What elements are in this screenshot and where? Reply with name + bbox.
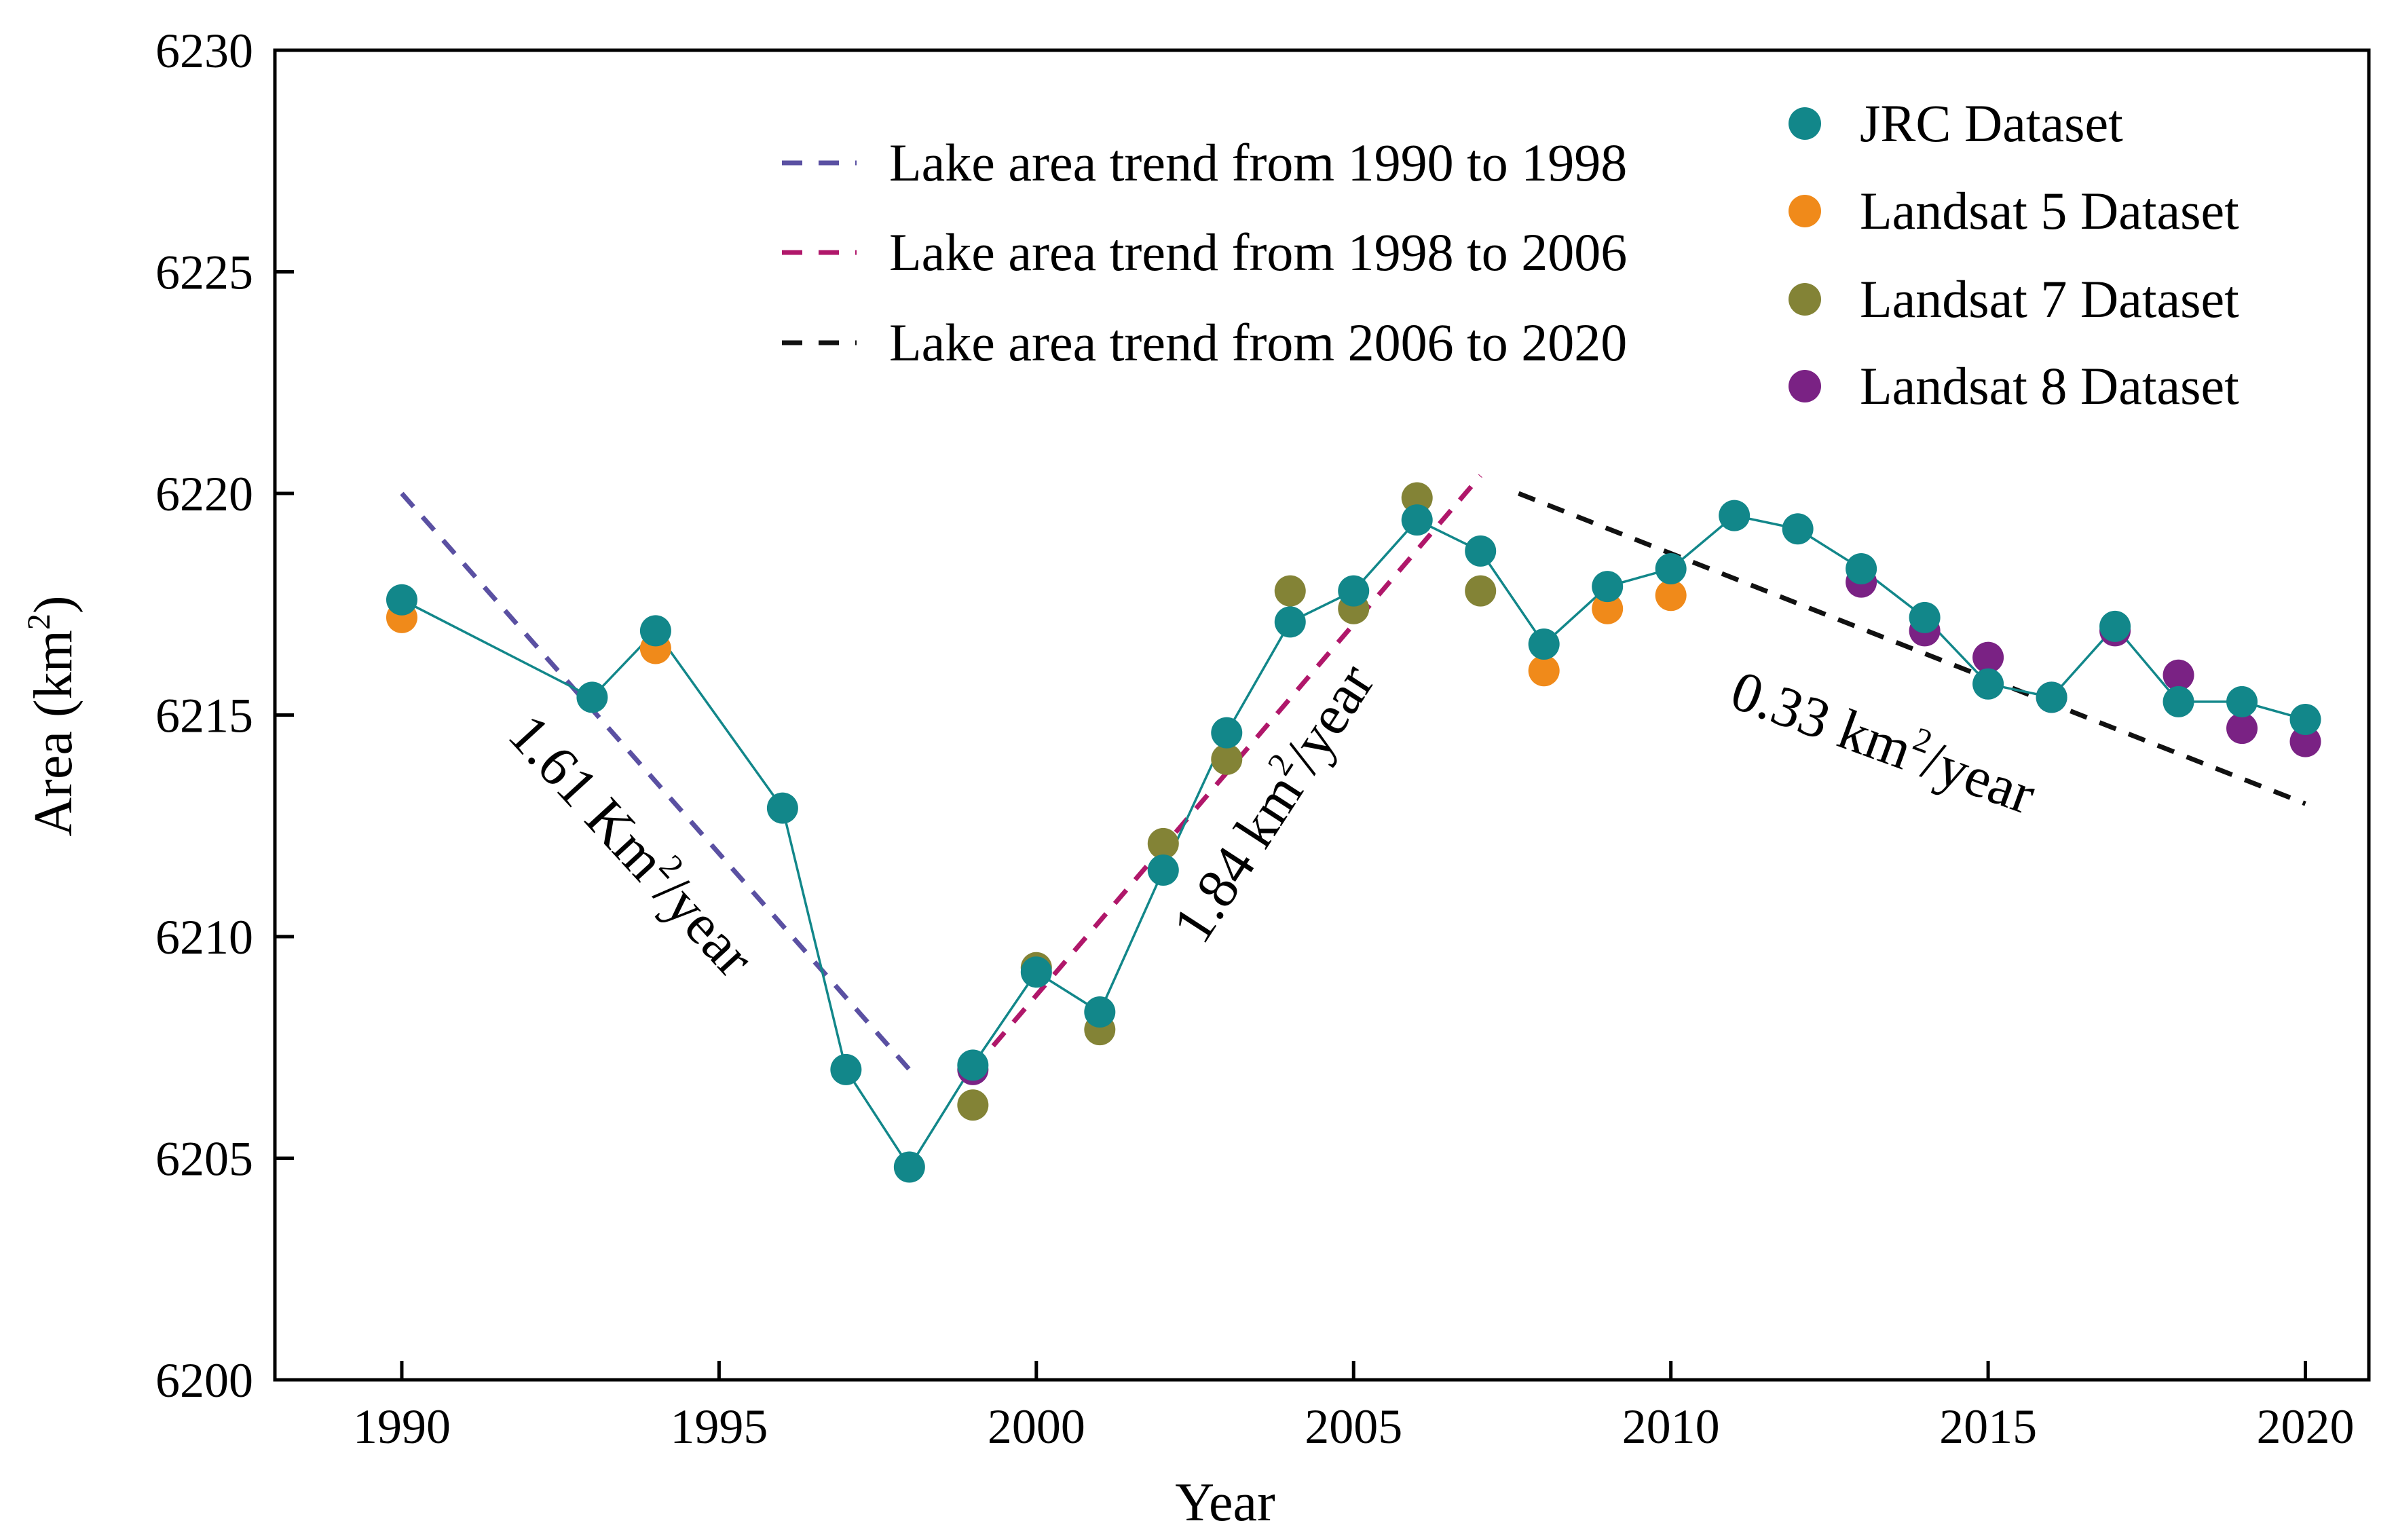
legend-datasets: JRC Dataset Landsat 5 Dataset Landsat 7 … [1789,94,2239,415]
jrc-dataset-point-2013 [1846,553,1877,585]
y-tick-label-6215: 6215 [155,689,253,743]
jrc-dataset-point-2011 [1719,500,1751,531]
legend-landsat7-label: Landsat 7 Dataset [1860,269,2239,328]
landsat-8-dataset-point-2020 [2289,726,2321,757]
jrc-dataset-point-1990 [386,584,417,616]
landsat-7-dataset-point-2003 [1211,743,1243,775]
jrc-dataset-point-1994 [639,615,671,647]
jrc-dataset-line [401,514,2306,1169]
landsat-7-dataset-point-2002 [1147,827,1179,859]
jrc-dataset-point-2000 [1020,956,1052,988]
legend-landsat8-label: Landsat 8 Dataset [1860,356,2239,415]
x-tick-label-2015: 2015 [1939,1400,2037,1454]
jrc-dataset-point-1996 [766,792,798,824]
legend-jrc-label: JRC Dataset [1860,94,2123,153]
landsat-8-dataset-point-2019 [2226,713,2258,745]
legend-trends: Lake area trend from 1990 to 1998 Lake a… [782,133,1627,372]
legend-trend-1990-1998-label: Lake area trend from 1990 to 1998 [889,133,1627,192]
legend-landsat7-marker [1789,283,1821,316]
jrc-dataset-point-2007 [1465,535,1497,567]
landsat-5-dataset-point-2009 [1592,593,1624,624]
jrc-dataset-point-2005 [1338,575,1370,607]
y-axis-title-main: Area (km [24,630,83,836]
y-tick-label-6225: 6225 [155,246,253,300]
x-tick-label-2010: 2010 [1622,1400,1720,1454]
jrc-dataset-point-2015 [1972,668,2004,700]
jrc-dataset-point-2014 [1909,601,1941,633]
landsat-7-dataset-point-2006 [1401,482,1433,514]
jrc-connecting-line [401,514,2306,1169]
jrc-dataset-point-2004 [1274,606,1306,638]
jrc-dataset-point-2012 [1782,513,1814,545]
jrc-dataset-point-2003 [1211,717,1243,749]
jrc-dataset-point-2016 [2036,681,2067,713]
legend-landsat5-marker [1789,195,1821,227]
x-tick-label-2005: 2005 [1305,1400,1402,1454]
y-tick-label-6210: 6210 [155,910,253,964]
legend-landsat5-label: Landsat 5 Dataset [1860,181,2239,240]
legend-landsat8-marker [1789,370,1821,402]
y-tick-label-6205: 6205 [155,1132,253,1186]
jrc-dataset-point-2020 [2289,704,2321,736]
trend-line-3 [1518,491,2306,806]
landsat-5-dataset-point-2008 [1528,655,1560,687]
jrc-dataset-point-1998 [893,1151,925,1183]
y-axis-title-close: ) [24,596,83,614]
y-tick-label-6200: 6200 [155,1353,253,1408]
legend-trend-1998-2006-label: Lake area trend from 1998 to 2006 [889,223,1627,282]
landsat-7-dataset-point-2004 [1274,575,1306,607]
x-tick-label-2020: 2020 [2257,1400,2355,1454]
jrc-dataset-point-2017 [2099,610,2131,642]
x-tick-label-1995: 1995 [670,1400,768,1454]
plot-frame [273,48,2371,1382]
jrc-dataset-point-2018 [2163,686,2194,717]
y-tick-label-6220: 6220 [155,467,253,521]
jrc-dataset-point-2001 [1084,996,1116,1028]
data-points [386,482,2321,1183]
jrc-dataset-point-2008 [1528,628,1560,660]
jrc-dataset-point-2010 [1655,553,1687,585]
x-tick-label-2000: 2000 [988,1400,1085,1454]
jrc-dataset-point-2009 [1592,571,1624,603]
x-axis-title: Year [1175,1473,1275,1533]
y-axis-title-sup: 2 [21,614,57,630]
legend-trend-2006-2020-label: Lake area trend from 2006 to 2020 [889,313,1627,372]
y-tick-label-6230: 6230 [155,24,253,78]
trend-line-1 [400,491,912,1072]
jrc-dataset-point-1999 [957,1049,989,1081]
jrc-dataset-point-1993 [576,681,608,713]
axes: 1990 1995 2000 2005 2010 2015 2020 6200 6205 6210… [155,24,2355,1454]
landsat-8-dataset-point-2015 [1972,641,2004,673]
landsat-5-dataset-point-2010 [1655,580,1687,612]
landsat-7-dataset-point-1999 [957,1089,989,1121]
legend-jrc-marker [1789,107,1821,140]
jrc-dataset-point-2006 [1401,504,1433,536]
landsat-8-dataset-point-2018 [2163,659,2194,691]
y-axis-title: Area (km2) [21,596,83,837]
x-tick-label-1990: 1990 [353,1400,451,1454]
jrc-dataset-point-2019 [2226,686,2258,717]
jrc-dataset-point-2002 [1147,854,1179,886]
landsat-7-dataset-point-2007 [1465,575,1497,607]
jrc-dataset-point-1997 [830,1053,862,1085]
